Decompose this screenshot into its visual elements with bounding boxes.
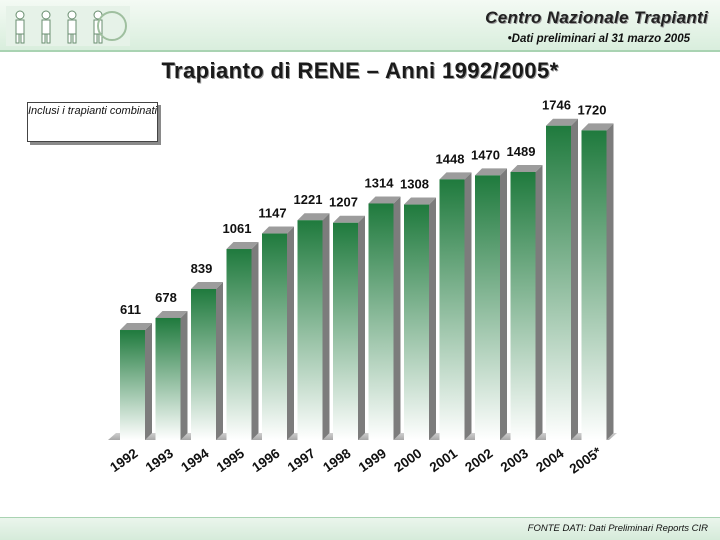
bar-6 <box>333 215 365 440</box>
bar-side <box>216 281 223 440</box>
bar-top <box>439 172 472 180</box>
bar-front <box>262 233 287 440</box>
bar-side <box>145 323 152 440</box>
data-label: 1489 <box>507 144 536 159</box>
chart-title: Trapianto di RENE – Anni 1992/2005* <box>161 58 559 83</box>
header-divider <box>0 50 720 52</box>
bar-front <box>546 125 571 440</box>
bar-front <box>475 175 500 440</box>
x-tick-label: 1997 <box>285 446 318 476</box>
logo-people-icon <box>6 6 130 46</box>
x-tick-label: 2000 <box>391 446 424 476</box>
data-label: 1061 <box>223 221 252 236</box>
data-label: 1448 <box>436 151 465 166</box>
bar-top <box>475 168 507 176</box>
bar-13 <box>581 123 614 441</box>
bar-1 <box>155 310 188 440</box>
data-label: 611 <box>120 302 141 317</box>
bar-12 <box>546 118 578 440</box>
bar-side <box>393 196 401 440</box>
bar-side <box>500 168 507 440</box>
x-tick-label: 1995 <box>214 445 248 475</box>
source-note: FONTE DATI: Dati Preliminari Reports CIR <box>527 523 708 534</box>
data-label: 1720 <box>578 102 607 117</box>
bar-top <box>546 118 578 126</box>
bar-top <box>404 197 436 205</box>
bar-top <box>368 196 401 204</box>
data-label: 678 <box>155 290 177 305</box>
bar-top <box>226 242 259 250</box>
bar-side <box>251 242 259 440</box>
bar-8 <box>404 197 436 440</box>
data-label: 1746 <box>542 98 571 113</box>
bar-10 <box>475 168 507 440</box>
x-tick-label: 1994 <box>178 445 212 475</box>
bar-front <box>368 203 394 440</box>
bar-front <box>581 130 607 440</box>
bar-4 <box>262 226 294 440</box>
x-tick-label: 1998 <box>320 445 354 475</box>
x-tick-label: 1992 <box>107 446 140 476</box>
bar-top <box>262 226 294 234</box>
bar-2 <box>191 281 223 440</box>
bar-front <box>439 179 465 441</box>
x-tick-label: 2004 <box>533 445 567 475</box>
bar-top <box>120 323 152 331</box>
bar-3 <box>226 242 259 440</box>
preliminary-data-note: •Dati preliminari al 31 marzo 2005 <box>507 33 690 45</box>
data-label: 839 <box>191 261 213 276</box>
bar-top <box>191 281 223 289</box>
data-label: 1147 <box>258 206 286 221</box>
bar-top <box>510 164 543 172</box>
x-tick-label: 1999 <box>356 446 389 476</box>
bar-9 <box>439 172 472 441</box>
bar-front <box>226 249 252 440</box>
footer-band <box>0 518 720 540</box>
bar-front <box>120 330 145 440</box>
bar-top <box>155 310 188 318</box>
bar-7 <box>368 196 401 440</box>
bar-front <box>333 222 358 440</box>
combined-transplants-note: Inclusi i trapianti combinati <box>27 102 158 142</box>
bar-side <box>571 118 578 440</box>
bar-top <box>581 123 614 131</box>
x-tick-label: 2003 <box>498 445 532 475</box>
bar-front <box>404 204 429 440</box>
x-tick-label: 2005* <box>567 444 605 477</box>
bar-front <box>297 220 323 440</box>
data-label: 1470 <box>471 147 500 162</box>
bar-side <box>464 172 472 441</box>
bar-side <box>180 310 188 440</box>
bar-11 <box>510 164 543 441</box>
data-label: 1221 <box>294 192 323 207</box>
x-tick-label: 2001 <box>427 445 461 475</box>
bar-0 <box>120 323 152 440</box>
org-name: Centro Nazionale Trapianti <box>485 8 708 27</box>
data-label: 1314 <box>365 175 395 190</box>
bar-top <box>297 213 330 221</box>
bar-side <box>287 226 294 440</box>
bar-front <box>191 288 216 440</box>
x-tick-label: 2002 <box>462 446 495 476</box>
bar-side <box>429 197 436 440</box>
bar-side <box>358 215 365 440</box>
bar-front <box>510 171 536 441</box>
bar-front <box>155 317 181 440</box>
x-tick-label: 1996 <box>249 445 283 475</box>
bar-side <box>322 213 330 440</box>
bar-5 <box>297 213 330 440</box>
x-tick-label: 1993 <box>143 445 177 475</box>
bar-side <box>535 164 543 441</box>
data-label: 1308 <box>400 177 429 192</box>
bar-top <box>333 215 365 223</box>
bar-side <box>606 123 614 441</box>
data-label: 1207 <box>329 195 358 210</box>
